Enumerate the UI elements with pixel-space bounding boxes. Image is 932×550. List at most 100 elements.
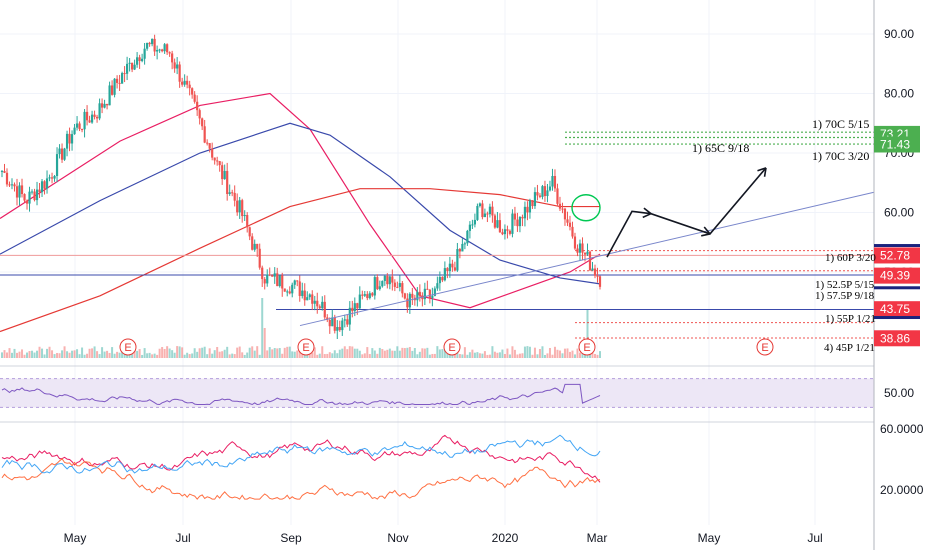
price-tick-label: 60.00 xyxy=(884,206,914,220)
volume-bar xyxy=(1,352,3,358)
volume-bar xyxy=(313,347,316,358)
rsi-tick-label: 50.00 xyxy=(884,386,914,400)
volume-bar xyxy=(473,352,476,358)
volume-bar xyxy=(153,353,156,358)
candle-body xyxy=(478,203,481,206)
candle-body xyxy=(388,276,391,285)
candle-body xyxy=(338,326,341,331)
volume-bar xyxy=(51,350,54,358)
candle-body xyxy=(283,288,286,292)
option-annotation: 1) 70C 3/20 xyxy=(812,149,869,163)
candle-body xyxy=(438,276,441,284)
candle-body xyxy=(50,177,54,179)
volume-bar xyxy=(221,351,224,358)
candle-body xyxy=(8,184,11,186)
candle-body xyxy=(23,194,26,201)
volume-bar xyxy=(316,354,319,358)
candle-body xyxy=(181,81,184,85)
candle-body xyxy=(483,213,487,218)
candle-body xyxy=(191,88,194,95)
volume-bar xyxy=(161,347,164,358)
volume-bar xyxy=(328,352,331,358)
volume-bar xyxy=(291,351,294,358)
volume-bar xyxy=(43,354,46,358)
candle-body xyxy=(546,190,549,197)
volume-bar xyxy=(171,350,174,358)
candle-body xyxy=(266,274,269,284)
candle-body xyxy=(258,248,261,268)
volume-bar xyxy=(108,352,111,358)
candle-body xyxy=(353,303,356,312)
volume-bar xyxy=(486,354,489,358)
candle-body xyxy=(343,319,346,321)
volume-bar xyxy=(138,349,141,358)
candle-body xyxy=(508,230,512,234)
volume-bar xyxy=(591,351,594,358)
candle-body xyxy=(506,229,509,231)
candle-body xyxy=(281,275,284,289)
moving-average-line xyxy=(0,92,601,309)
volume-bar xyxy=(251,346,254,358)
candle-body xyxy=(95,116,99,119)
candle-body xyxy=(296,280,299,282)
candle-body xyxy=(373,277,376,296)
volume-bar xyxy=(98,354,101,358)
candle-body xyxy=(25,200,29,204)
candle-body xyxy=(298,281,301,296)
candle-body xyxy=(168,52,171,54)
candle-body xyxy=(453,267,456,271)
candle-body xyxy=(393,282,396,287)
candle-body xyxy=(596,275,599,277)
volume-bar xyxy=(406,347,409,358)
candle-body xyxy=(253,243,256,250)
earnings-marker-label: E xyxy=(448,342,455,354)
candle-body xyxy=(146,42,149,49)
volume-bar xyxy=(408,347,411,358)
candle-body xyxy=(351,307,354,312)
volume-bar xyxy=(253,350,256,358)
volume-bar xyxy=(121,350,124,358)
volume-bar xyxy=(566,348,569,358)
candle-body xyxy=(148,42,151,45)
volume-bar xyxy=(398,350,401,358)
volume-bar xyxy=(553,346,556,358)
volume-bar xyxy=(231,353,234,358)
volume-bar xyxy=(563,348,566,358)
candle-body xyxy=(273,273,276,277)
candle-body xyxy=(406,298,409,308)
volume-bar xyxy=(176,346,179,358)
volume-bar xyxy=(323,354,326,358)
candle-body xyxy=(361,294,364,296)
volume-bar xyxy=(366,347,369,358)
candle-body xyxy=(401,283,404,294)
candle-body xyxy=(216,160,219,162)
volume-bar xyxy=(401,347,404,358)
candle-body xyxy=(426,288,429,290)
candle-body xyxy=(521,216,524,219)
oscillator-lines xyxy=(1,434,601,500)
candle-body xyxy=(48,177,51,179)
volume-bar xyxy=(466,354,469,358)
volume-bar xyxy=(326,353,329,358)
volume-bar xyxy=(266,350,269,358)
price-tag-bg xyxy=(874,136,920,153)
volume-bar xyxy=(211,353,214,358)
volume-bar xyxy=(286,346,289,358)
candle-body xyxy=(451,263,454,268)
volume-bar xyxy=(93,346,96,358)
candle-body xyxy=(533,192,537,207)
earnings-marker-circle xyxy=(297,338,315,356)
candle-body xyxy=(576,248,579,253)
candle-body xyxy=(15,186,19,198)
volume-bar xyxy=(351,346,354,358)
volume-bar xyxy=(91,348,94,358)
volume-bar xyxy=(213,350,216,358)
candle-body xyxy=(396,286,399,288)
volume-bar xyxy=(111,347,114,358)
candle-body xyxy=(418,291,421,296)
candle-body xyxy=(228,192,231,195)
volume-bar xyxy=(441,349,444,358)
volume-bar xyxy=(33,352,36,358)
